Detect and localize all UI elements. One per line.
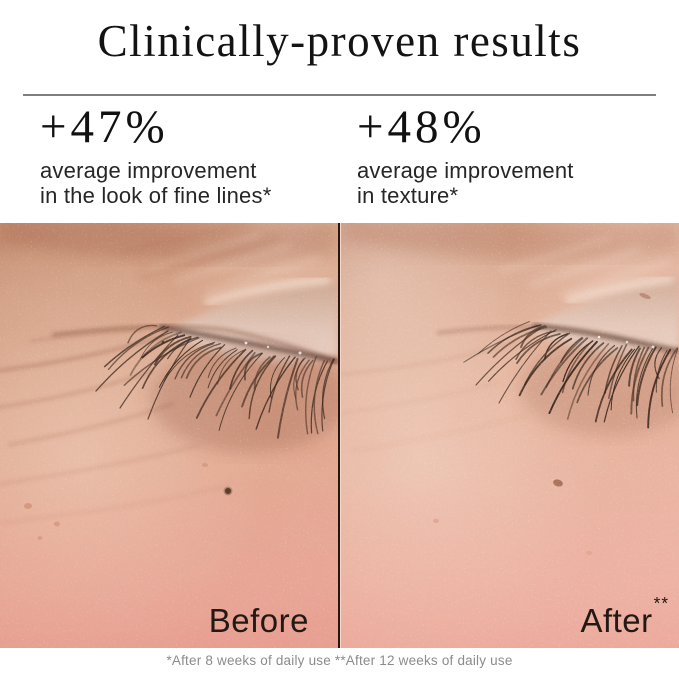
footnote: *After 8 weeks of daily use **After 12 w… bbox=[166, 653, 513, 668]
stat-texture: +48% average improvement in texture* bbox=[357, 101, 574, 209]
stat-fine-lines: +47% average improvement in the look of … bbox=[40, 101, 271, 209]
after-label: After** bbox=[580, 595, 669, 639]
before-photo-art bbox=[0, 223, 338, 648]
stat-texture-desc: average improvement in texture* bbox=[357, 158, 574, 208]
after-photo: After** bbox=[341, 223, 679, 648]
before-label-text: Before bbox=[208, 602, 309, 639]
page-title: Clinically-proven results bbox=[97, 16, 582, 66]
after-label-text: After bbox=[580, 602, 653, 639]
photo-divider bbox=[338, 223, 341, 648]
stat-fine-lines-value: +47% bbox=[40, 101, 169, 153]
stats-row: +47% average improvement in the look of … bbox=[0, 104, 679, 214]
stat-desc-line1: average improvement bbox=[40, 158, 257, 183]
before-label: Before bbox=[209, 604, 310, 637]
before-after-comparison: Before bbox=[0, 223, 679, 648]
stat-texture-value: +48% bbox=[357, 101, 486, 153]
header-divider bbox=[23, 94, 656, 96]
after-photo-art bbox=[341, 223, 679, 648]
after-label-footnote-marker: ** bbox=[653, 593, 669, 614]
stat-desc-line2: in the look of fine lines* bbox=[40, 183, 272, 209]
stat-desc-line1: average improvement bbox=[357, 158, 574, 183]
stat-desc-line2: in texture* bbox=[357, 183, 459, 209]
stat-fine-lines-desc: average improvement in the look of fine … bbox=[40, 158, 271, 208]
before-photo: Before bbox=[0, 223, 338, 648]
